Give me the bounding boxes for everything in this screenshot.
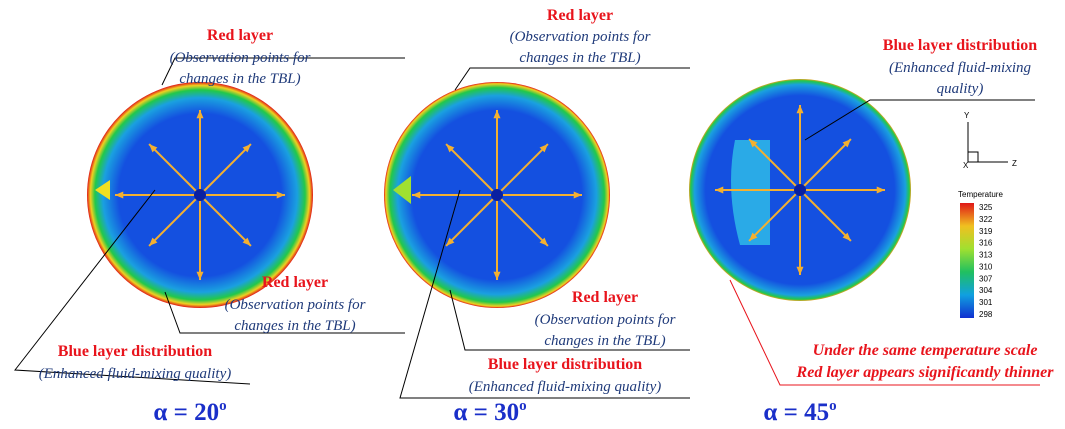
note-text: (Observation points for [535,312,676,328]
center [194,189,206,201]
note-title: Red layer [207,27,273,44]
mixing-zone [731,140,770,245]
arrow-head [493,271,501,280]
note-title: Red layer [262,274,328,291]
note-text: (Observation points for [225,297,366,313]
axis-label: Z [1012,159,1017,168]
arrow-head [749,139,758,148]
legend-title: Temperature [958,190,1003,199]
axis-label: Y [964,111,970,120]
leader-line [454,67,690,91]
leader-line [164,291,405,334]
conclusion: Red layer appears significantly thinner [796,364,1055,381]
arrow [148,194,201,247]
legend-tick: 322 [979,215,993,224]
arrow-head [115,191,124,199]
legend-tick: 325 [979,203,993,212]
arrow-head [539,237,548,246]
note-text: (Enhanced fluid-mixing quality) [39,366,231,382]
legend-tick: 304 [979,286,993,295]
axis-label: X [963,161,969,170]
note-text: changes in the TBL) [519,50,640,66]
note-title: Blue layer distribution [58,343,212,360]
arrow-head [196,110,204,119]
arrow-head [539,144,548,153]
legend-tick: 298 [979,310,993,319]
note-text: (Enhanced fluid-mixing quality) [469,379,661,395]
hot-spot [393,176,411,204]
center [491,189,503,201]
arrow-head [573,191,582,199]
arrow-head [412,191,421,199]
legend-tick: 316 [979,239,993,248]
legend-tick: 307 [979,274,993,283]
alpha-label: α = 20o [153,398,226,426]
legend-ticks: 325 322 319 316 313 310 307 304 301 298 [979,203,993,319]
arrow-head [715,186,724,194]
arrow [748,189,801,242]
colorbar [960,203,974,318]
arrow [799,189,852,242]
arrow-head [242,144,251,153]
leader-line [449,289,690,351]
arrow-head [749,232,758,241]
legend-tick: 310 [979,262,993,271]
alpha-label: α = 30o [453,398,526,426]
hot-spot [95,180,110,200]
axes-icon [967,122,1008,163]
leader-line [399,189,690,399]
center [794,184,806,196]
alpha-sup: o [219,398,227,414]
arrow-head [842,232,851,241]
arrow-head [842,139,851,148]
note-title: Red layer [572,289,638,306]
arrow-head [796,105,804,114]
arrows [115,105,885,280]
arrow-head [149,144,158,153]
note-text: changes in the TBL) [544,333,665,349]
arrow-head [446,237,455,246]
leader-line [161,57,405,86]
arrow [148,143,201,196]
arrow-head [242,237,251,246]
arrow [199,194,252,247]
arrow [445,143,498,196]
arrow [496,143,549,196]
arrow-head [149,237,158,246]
note-title: Blue layer distribution [488,356,642,373]
conclusion: Under the same temperature scale [813,342,1038,359]
arrow-head [493,110,501,119]
arrow-head [446,144,455,153]
legend-tick: 313 [979,251,993,260]
arrow-head [876,186,885,194]
note-text: changes in the TBL) [234,318,355,334]
arrow [199,143,252,196]
note-text: (Observation points for [510,29,651,45]
note-text: quality) [937,81,984,97]
alpha-label: α = 45o [763,398,836,426]
alpha-sup: o [519,398,527,414]
arrow-head [196,271,204,280]
arrow [748,138,801,191]
arrow-head [796,266,804,275]
note-text: (Enhanced fluid-mixing [889,60,1032,76]
note-text: (Observation points for [170,50,311,66]
alpha-text: α = 30 [453,399,519,426]
note-text: changes in the TBL) [179,71,300,87]
alpha-text: α = 20 [153,399,219,426]
arrow [799,138,852,191]
leader-line [14,189,251,385]
note-title: Blue layer distribution [883,37,1037,54]
legend-tick: 301 [979,298,993,307]
leader-line [729,279,1040,386]
arrow-head [276,191,285,199]
note-title: Red layer [547,7,613,24]
arrow [445,194,498,247]
arrow [496,194,549,247]
legend-tick: 319 [979,227,993,236]
alpha-text: α = 45 [763,399,829,426]
leader-line [804,99,1035,141]
alpha-sup: o [829,398,837,414]
